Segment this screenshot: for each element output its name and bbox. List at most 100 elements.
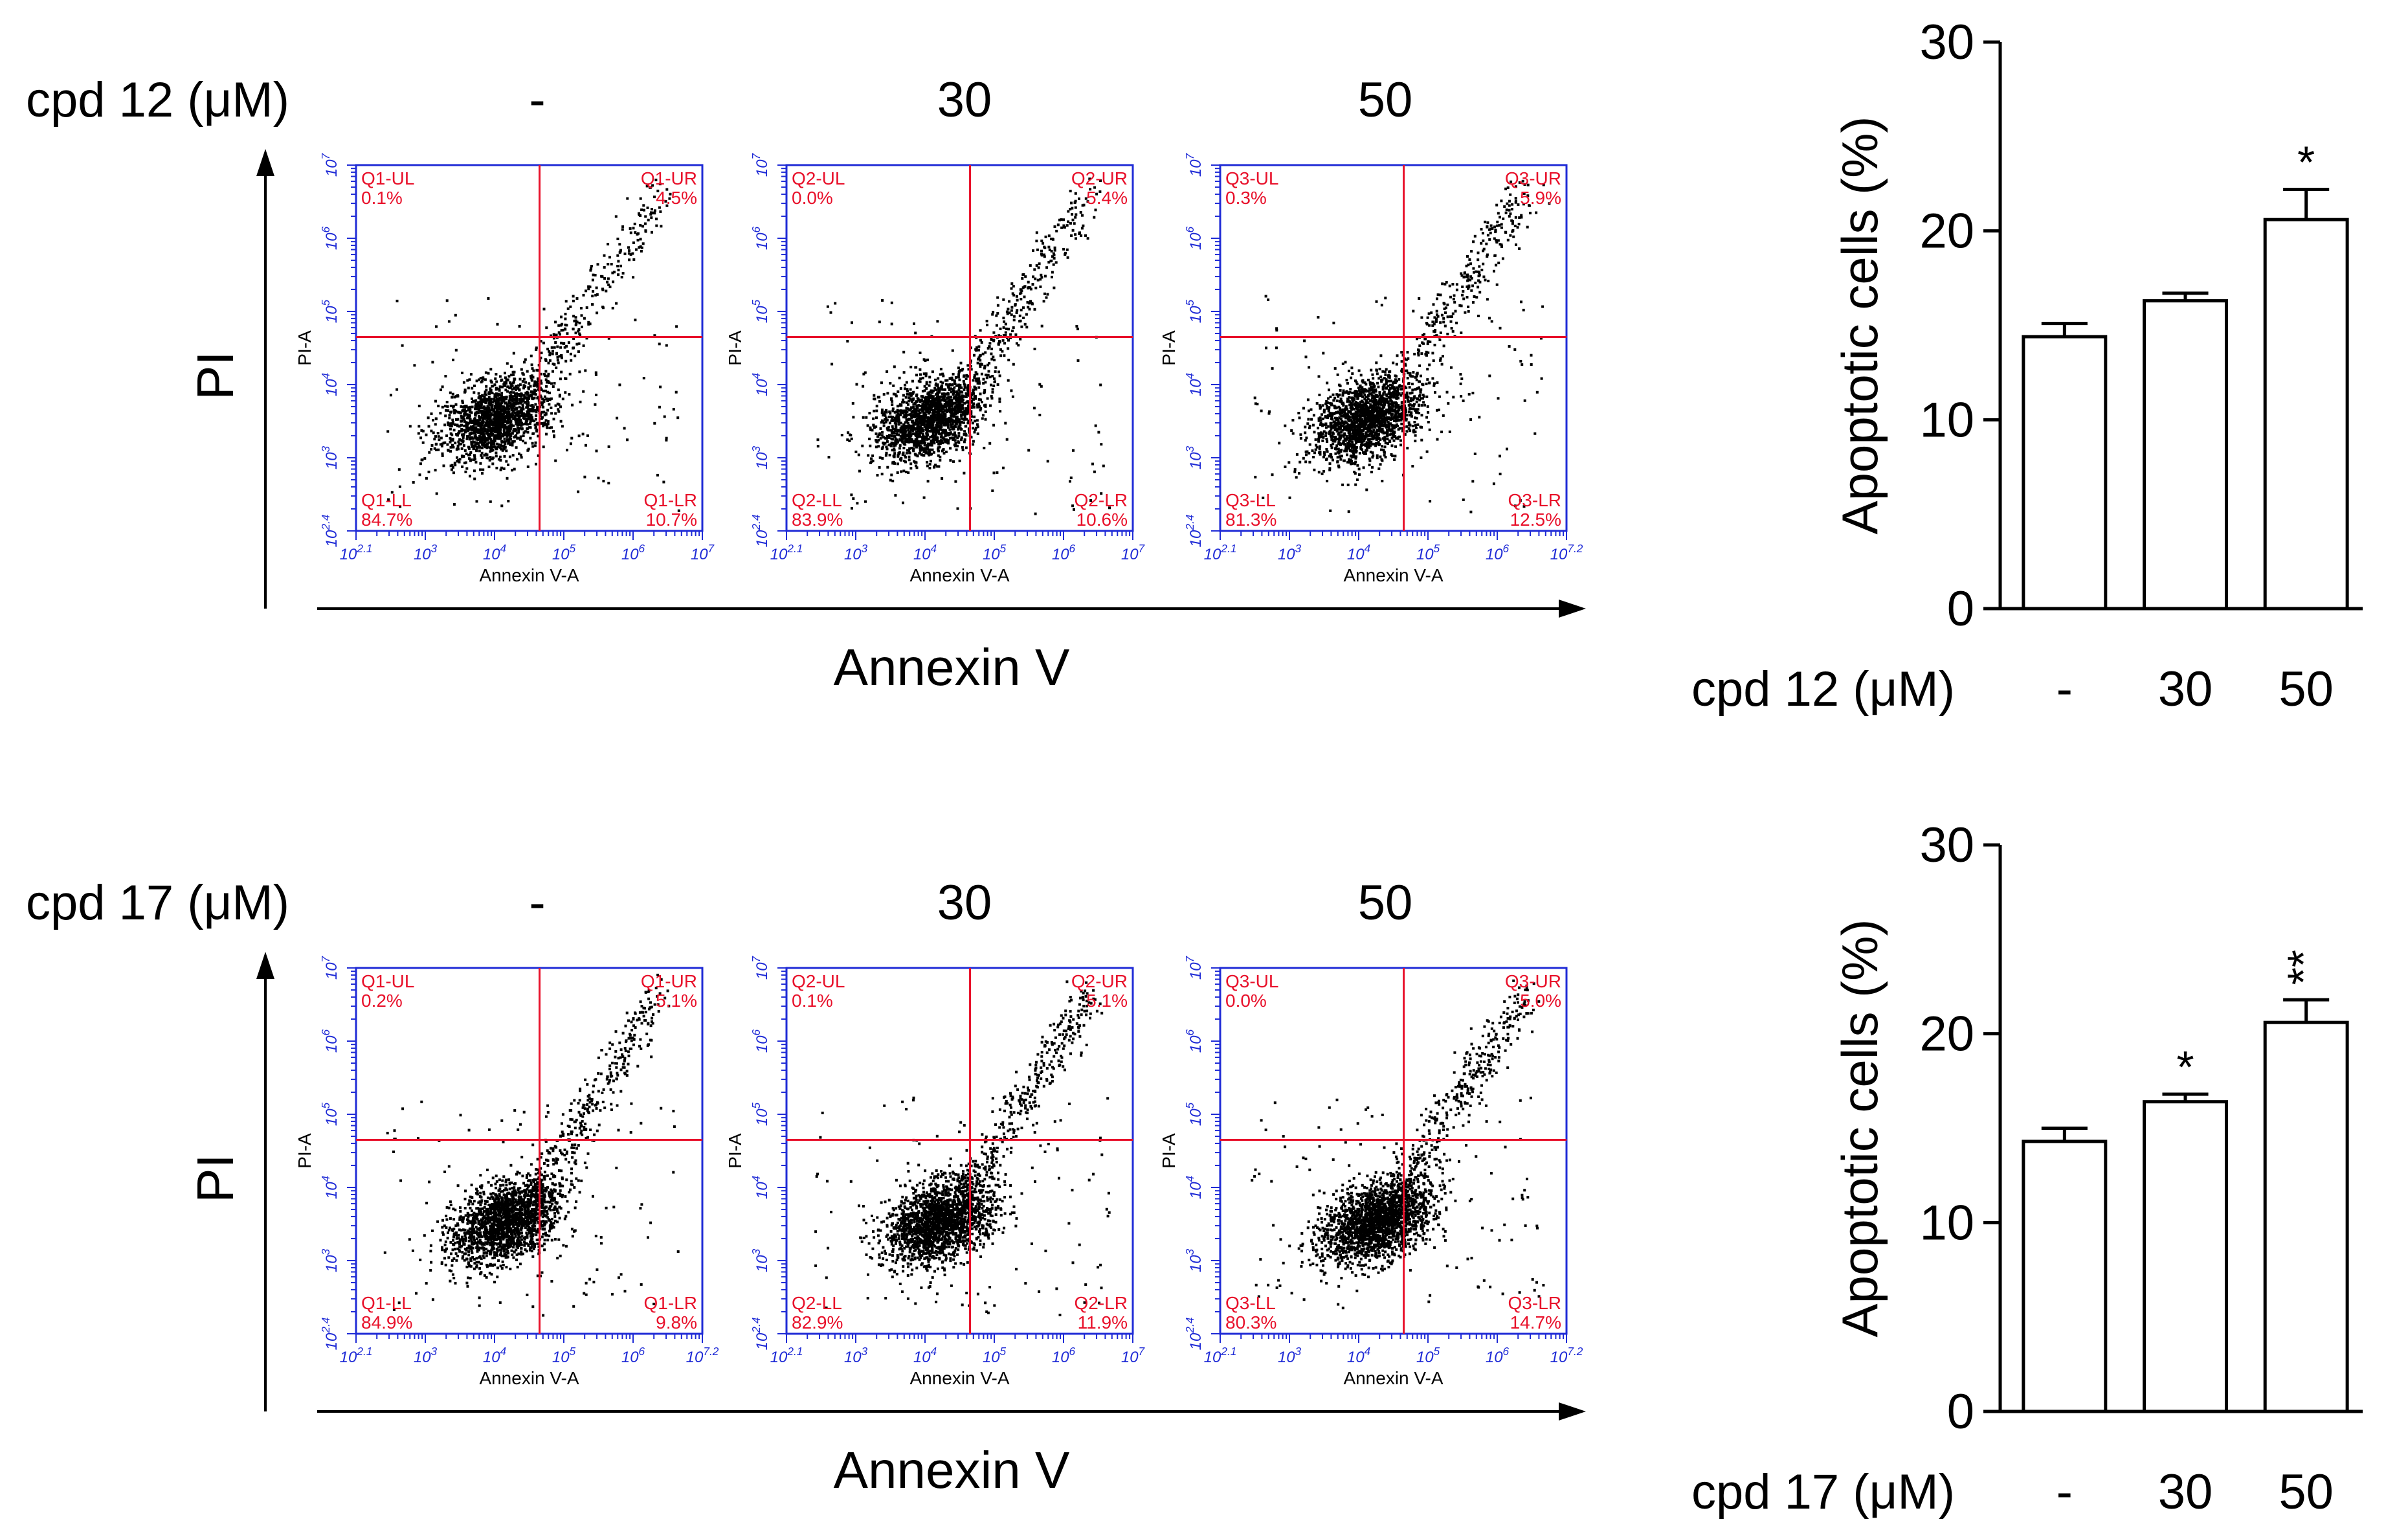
flow-dot xyxy=(468,421,471,424)
flow-dot xyxy=(535,346,538,350)
flow-dot xyxy=(474,460,478,464)
flow-dot xyxy=(629,231,632,234)
flow-dot xyxy=(462,434,465,438)
flow-dot xyxy=(478,449,481,453)
flow-dot xyxy=(933,441,936,444)
flow-dot xyxy=(1425,382,1428,385)
flow-dot xyxy=(960,386,963,389)
flow-dot xyxy=(1405,430,1409,433)
flow-dot xyxy=(1062,247,1065,251)
flow-dot xyxy=(891,403,894,407)
flow-dot xyxy=(469,373,473,376)
flow-dot xyxy=(506,362,509,365)
flow-x-tick-label: 102.1 xyxy=(340,542,373,563)
flow-dot xyxy=(617,269,620,272)
flow-dot xyxy=(1420,426,1423,429)
flow-dot xyxy=(1348,447,1351,450)
flow-dot xyxy=(507,434,509,437)
flow-dot xyxy=(466,434,469,438)
flow-dot xyxy=(906,420,908,423)
flow-dot xyxy=(574,319,577,322)
flow-dot xyxy=(482,400,485,403)
flow-dot xyxy=(923,385,926,388)
flow-dot xyxy=(1022,306,1025,309)
flow-dot xyxy=(878,466,881,469)
flow-dot xyxy=(951,421,954,424)
flow-dot xyxy=(1377,385,1380,388)
flow-dot xyxy=(489,399,493,402)
flow-dot xyxy=(514,386,517,388)
flow-dot xyxy=(920,418,923,421)
flow-dot xyxy=(494,425,497,428)
flow-dot xyxy=(1335,430,1339,433)
flow-dot xyxy=(468,410,471,413)
flow-dot xyxy=(484,424,487,427)
flow-dot xyxy=(862,416,865,419)
flow-dot xyxy=(534,418,537,421)
flow-dot xyxy=(972,427,975,430)
flow-dot xyxy=(658,343,661,346)
flow-dot xyxy=(948,436,952,440)
flow-dot xyxy=(1038,414,1042,416)
flow-dot xyxy=(594,371,597,374)
flow-dot xyxy=(557,403,561,406)
flow-dot xyxy=(441,452,444,455)
flow-dot xyxy=(539,388,542,391)
flow-dot xyxy=(531,442,534,445)
flow-dot xyxy=(897,423,900,426)
quadrant-ul-name: Q2-UL xyxy=(792,168,845,188)
flow-dot xyxy=(880,421,883,424)
flow-dot xyxy=(521,372,524,375)
flow-dot xyxy=(1074,233,1077,236)
flow-dot xyxy=(482,435,484,438)
flow-dot xyxy=(478,409,481,412)
flow-dot xyxy=(479,427,482,431)
flow-dot xyxy=(1346,447,1349,451)
flow-dot xyxy=(1094,208,1097,212)
flow-dot xyxy=(909,388,912,391)
flow-dot xyxy=(998,398,1001,400)
flow-dot xyxy=(506,477,509,480)
flow-dot xyxy=(483,435,486,438)
flow-dot xyxy=(987,374,990,377)
flow-dot xyxy=(893,410,897,414)
flow-dot xyxy=(469,409,472,412)
flow-dot xyxy=(508,414,511,417)
flow-dot xyxy=(647,218,650,221)
flow-dot xyxy=(496,442,499,445)
flow-dot xyxy=(959,408,963,411)
flow-dot xyxy=(886,447,889,451)
flow-dot xyxy=(1423,403,1426,407)
flow-dot xyxy=(480,409,484,412)
flow-dot xyxy=(463,462,466,465)
flow-dot xyxy=(959,369,962,372)
flow-dot xyxy=(952,393,955,396)
flow-dot xyxy=(1408,386,1411,389)
flow-dot xyxy=(963,471,966,475)
flow-dot xyxy=(490,409,493,412)
flow-dot xyxy=(473,458,476,461)
flow-dot xyxy=(1361,411,1365,414)
flow-dot xyxy=(905,424,908,427)
flow-dot xyxy=(488,424,491,427)
flow-dot xyxy=(506,429,509,432)
flow-dot xyxy=(1319,445,1322,448)
flow-dot xyxy=(915,433,919,436)
flow-dot xyxy=(639,197,642,200)
flow-dot xyxy=(537,396,540,399)
flow-dot xyxy=(617,273,620,276)
flow-dot xyxy=(917,404,920,407)
flow-dot xyxy=(1388,433,1392,436)
flow-dot xyxy=(484,398,487,401)
flow-dot xyxy=(977,377,981,380)
flow-dot xyxy=(654,178,658,181)
flow-dot xyxy=(904,387,906,390)
flow-dot xyxy=(474,413,477,416)
flow-dot xyxy=(937,400,940,403)
flow-dot xyxy=(918,433,921,436)
flow-dot xyxy=(1370,397,1374,400)
flow-dot xyxy=(463,420,466,423)
flow-dot xyxy=(977,386,981,389)
flow-dot xyxy=(492,445,495,449)
flow-dot xyxy=(1071,504,1075,508)
